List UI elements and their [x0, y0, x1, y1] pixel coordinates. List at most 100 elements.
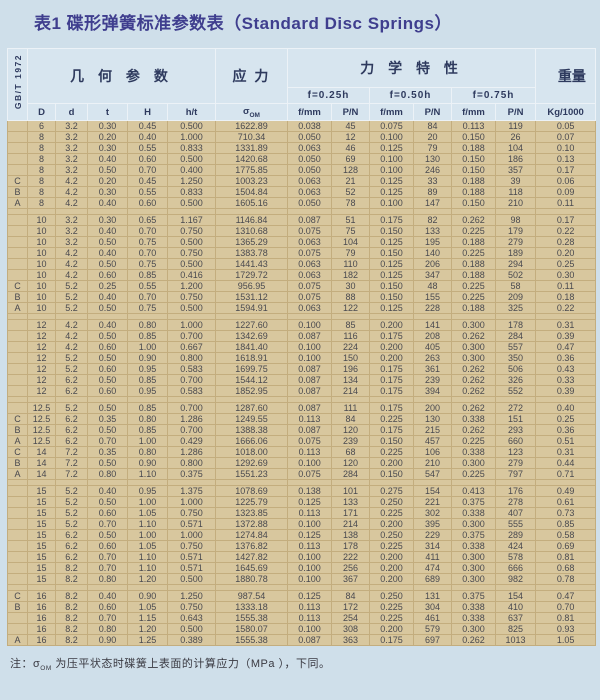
cell: 5.2: [55, 363, 88, 375]
cell: 1.000: [167, 529, 216, 541]
cell: 196: [331, 363, 370, 375]
cell: 0.75: [127, 302, 168, 314]
cell: 0.43: [535, 363, 597, 375]
cell: 1.05: [127, 507, 168, 519]
cell: 0.750: [167, 225, 216, 237]
row-series-label: A: [7, 468, 28, 480]
cell: 0.125: [369, 175, 414, 187]
cell: 0.80: [127, 319, 168, 331]
cell: 221: [413, 496, 452, 508]
cell: 0.09: [535, 186, 597, 198]
cell: 0.100: [369, 153, 414, 165]
cell: 0.90: [87, 634, 128, 646]
cell: 12: [27, 319, 56, 331]
sigma-symbol: σ: [33, 658, 41, 670]
cell: 189: [494, 247, 537, 259]
cell: 1880.78: [215, 573, 288, 585]
cell: 0.338: [451, 601, 496, 613]
cell: 0.70: [87, 612, 128, 624]
cell: 0.13: [535, 153, 597, 165]
cell: 7.2: [55, 457, 88, 469]
row-series-label: [7, 374, 28, 386]
cell: 10: [27, 214, 56, 226]
cell: 0.200: [369, 573, 414, 585]
cell: 5.2: [55, 496, 88, 508]
cell: 3.2: [55, 153, 88, 165]
cell: 1.00: [127, 529, 168, 541]
table-row: 16 8.2 0.70 1.15 0.643 1555.38 0.113 254 0.225 46…: [7, 612, 597, 624]
cell: 0.300: [451, 352, 496, 364]
cell: 424: [494, 540, 537, 552]
cell: 0.087: [287, 330, 332, 342]
cell: 0.50: [87, 529, 128, 541]
cell: 1.05: [535, 634, 597, 646]
cell: 1618.91: [215, 352, 288, 364]
cell: 0.39: [535, 330, 597, 342]
cell: 0.70: [87, 562, 128, 574]
footnote: 注：σOM 为压平状态时碟簧上表面的计算应力（MPa ），下同。: [10, 658, 331, 673]
cell: 154: [494, 590, 537, 602]
cell: 0.075: [287, 247, 332, 259]
cell: 0.60: [87, 385, 128, 397]
cell: 0.40: [87, 225, 128, 237]
cell: 474: [413, 562, 452, 574]
cell: 0.800: [167, 457, 216, 469]
cell: 10: [27, 258, 56, 270]
cell: 12: [27, 374, 56, 386]
cell: 0.200: [369, 352, 414, 364]
cell: 0.125: [287, 496, 332, 508]
cell: 3.2: [55, 142, 88, 154]
cell: 0.200: [369, 341, 414, 353]
cell: 12: [27, 341, 56, 353]
cell: 15: [27, 573, 56, 585]
cell: 0.60: [127, 197, 168, 209]
cell: 6.2: [55, 529, 88, 541]
cell: 1.000: [167, 496, 216, 508]
cell: 0.063: [287, 142, 332, 154]
cell: 12.5: [27, 413, 56, 425]
cell: 0.800: [167, 352, 216, 364]
cell: 5.2: [55, 518, 88, 530]
cell: 0.60: [87, 269, 128, 281]
col-head-H: H: [127, 103, 168, 121]
cell: 120: [331, 424, 370, 436]
cell: 293: [494, 424, 537, 436]
cell: 0.31: [535, 446, 597, 458]
cell: 5.2: [55, 302, 88, 314]
cell: 116: [331, 330, 370, 342]
cell: 0.262: [451, 214, 496, 226]
table-row: 12 4.2 0.50 0.85 0.700 1342.69 0.087 116 0.175 20…: [7, 330, 597, 342]
cell: 1.286: [167, 446, 216, 458]
cell: 0.55: [127, 142, 168, 154]
cell: 0.40: [87, 247, 128, 259]
cell: 0.075: [369, 120, 414, 132]
cell: 1622.89: [215, 120, 288, 132]
cell: 284: [331, 468, 370, 480]
cell: 239: [331, 435, 370, 447]
cell: 1605.16: [215, 197, 288, 209]
cell: 39: [494, 175, 537, 187]
cell: 0.225: [451, 247, 496, 259]
cell: 228: [413, 302, 452, 314]
cell: 0.750: [167, 291, 216, 303]
cell: 1.00: [127, 496, 168, 508]
cell: 0.262: [451, 402, 496, 414]
row-series-label: [7, 573, 28, 585]
cell: 304: [413, 601, 452, 613]
cell: 0.375: [451, 529, 496, 541]
col-head-f2: f/mm: [369, 103, 414, 121]
cell: 0.44: [535, 457, 597, 469]
cell: 1249.55: [215, 413, 288, 425]
cell: 8.2: [55, 573, 88, 585]
cell: 133: [331, 496, 370, 508]
cell: 0.075: [287, 225, 332, 237]
table-row: 15 5.2 0.50 1.00 1.000 1225.79 0.125 133 0.250 22…: [7, 496, 597, 508]
cell: 825: [494, 623, 537, 635]
cell: 0.80: [87, 468, 128, 480]
cell: 0.70: [87, 518, 128, 530]
cell: 0.175: [369, 402, 414, 414]
cell: 557: [494, 341, 537, 353]
cell: 0.500: [167, 573, 216, 585]
cell: 26: [494, 131, 537, 143]
cell: 0.375: [451, 496, 496, 508]
